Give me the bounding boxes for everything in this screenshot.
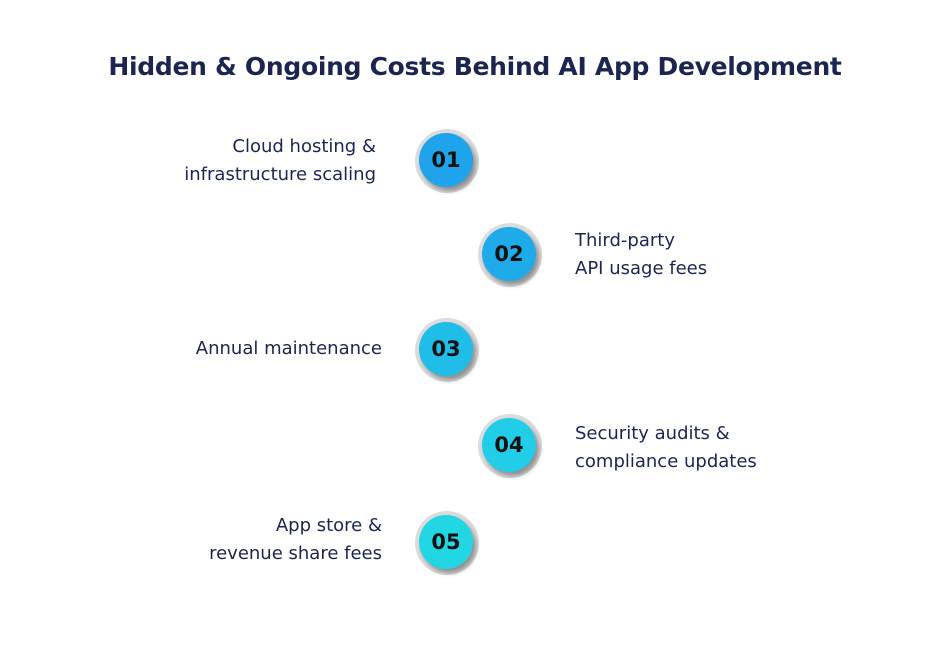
page-title: Hidden & Ongoing Costs Behind AI App Dev… [108,52,842,81]
label-line: Cloud hosting & [232,136,376,157]
label-line: infrastructure scaling [184,164,376,185]
step-label-04: Security audits & compliance updates [575,420,757,476]
step-badge-05: 05 [415,511,479,575]
step-label-03: Annual maintenance [196,335,382,363]
step-badge-03: 03 [415,318,479,382]
label-line: App store & [275,515,382,536]
label-line: Security audits & [575,423,730,444]
step-badge-01: 01 [415,129,479,193]
label-line: revenue share fees [209,543,382,564]
step-label-02: Third-party API usage fees [575,227,707,283]
step-number: 01 [419,133,473,187]
step-number: 05 [419,515,473,569]
step-badge-02: 02 [478,223,542,287]
step-badge-04: 04 [478,414,542,478]
label-line: Annual maintenance [195,338,382,359]
label-line: compliance updates [575,451,757,472]
label-line: Third-party [575,230,675,251]
step-number: 02 [482,227,536,281]
step-label-05: App store & revenue share fees [209,512,382,568]
step-number: 03 [419,322,473,376]
step-number: 04 [482,418,536,472]
label-line: API usage fees [575,258,708,279]
step-label-01: Cloud hosting & infrastructure scaling [184,133,376,189]
